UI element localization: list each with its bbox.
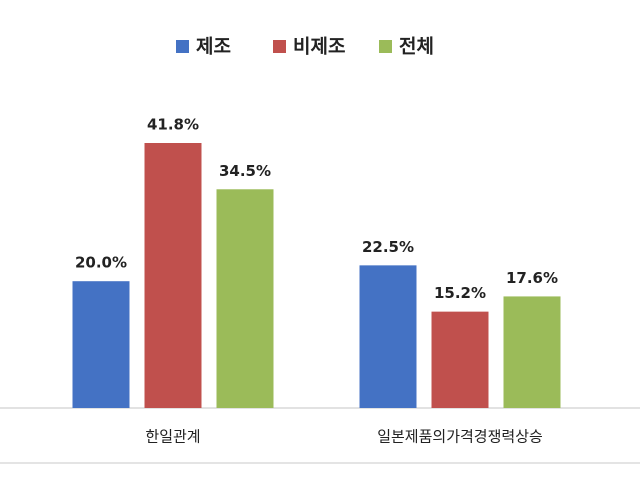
value-label: 34.5%: [219, 162, 271, 180]
bar: [359, 265, 417, 408]
x-tick-label: 일본제품의가격경쟁력상승: [377, 428, 543, 446]
x-tick-label: 한일관계: [145, 428, 200, 446]
value-label: 15.2%: [434, 284, 486, 302]
legend-label: 전체: [399, 36, 434, 58]
legend-swatch: [379, 40, 392, 53]
value-label: 41.8%: [147, 116, 199, 134]
legend-swatch: [273, 40, 286, 53]
bar: [216, 189, 274, 408]
value-label: 17.6%: [506, 269, 558, 287]
bar: [144, 143, 202, 408]
legend-label: 비제조: [293, 36, 345, 58]
bar: [503, 296, 561, 408]
legend-swatch: [176, 40, 189, 53]
value-label: 20.0%: [75, 254, 127, 272]
legend-label: 제조: [196, 36, 231, 58]
value-label: 22.5%: [362, 238, 414, 256]
bar: [431, 311, 489, 408]
bar: [72, 281, 130, 408]
